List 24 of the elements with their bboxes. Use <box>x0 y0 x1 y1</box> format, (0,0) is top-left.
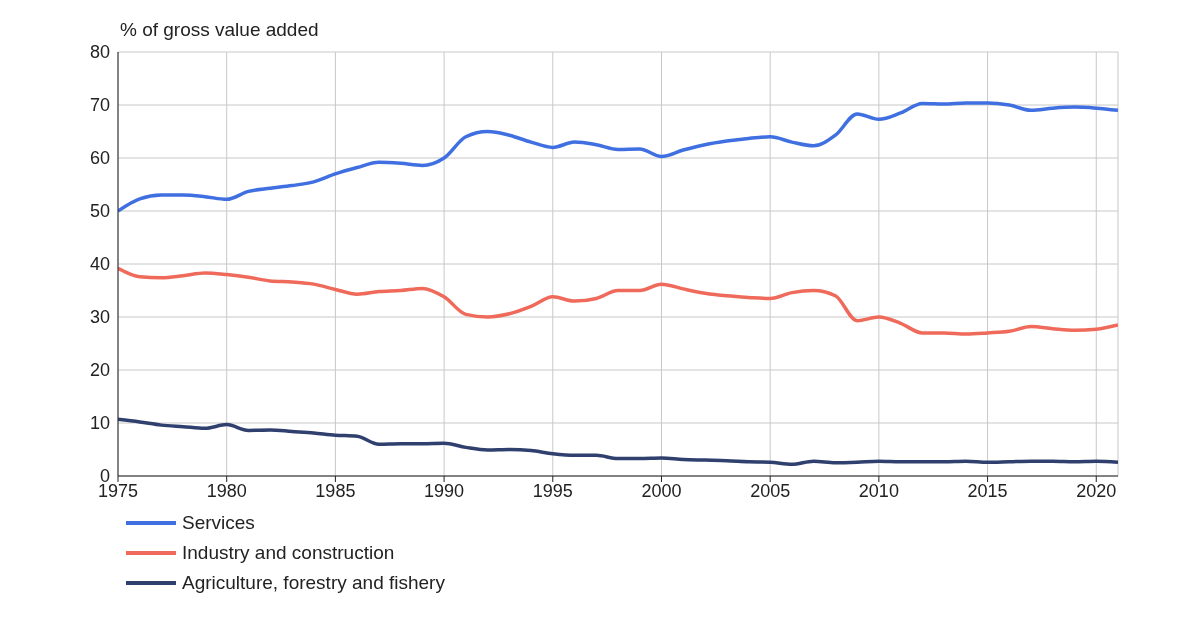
line-series <box>118 101 1118 213</box>
x-tick-label: 2005 <box>750 480 791 501</box>
line-series <box>118 266 1118 336</box>
y-tick-label: 80 <box>89 42 110 63</box>
y-axis-title: % of gross value added <box>120 19 319 40</box>
x-tick-label: 1980 <box>206 480 247 501</box>
y-tick-label: 60 <box>89 148 110 169</box>
y-tick-label: 50 <box>89 201 110 222</box>
x-tick-label: 2015 <box>967 480 1008 501</box>
y-tick-label: 20 <box>89 360 110 381</box>
x-tick-label: 1985 <box>315 480 356 501</box>
x-tick-label: 1995 <box>532 480 573 501</box>
y-tick-label: 30 <box>89 307 110 328</box>
x-tick-label: 2000 <box>641 480 682 501</box>
x-tick-label: 2010 <box>858 480 899 501</box>
line-series <box>118 417 1118 467</box>
legend-label: Industry and construction <box>182 541 395 565</box>
legend-label: Agriculture, forestry and fishery <box>182 571 445 595</box>
y-tick-label: 10 <box>89 413 110 434</box>
x-tick-label: 2020 <box>1076 480 1117 501</box>
legend-label: Services <box>182 511 255 535</box>
y-tick-label: 40 <box>89 254 110 275</box>
y-tick-label: 70 <box>89 95 110 116</box>
x-tick-label: 1990 <box>424 480 465 501</box>
